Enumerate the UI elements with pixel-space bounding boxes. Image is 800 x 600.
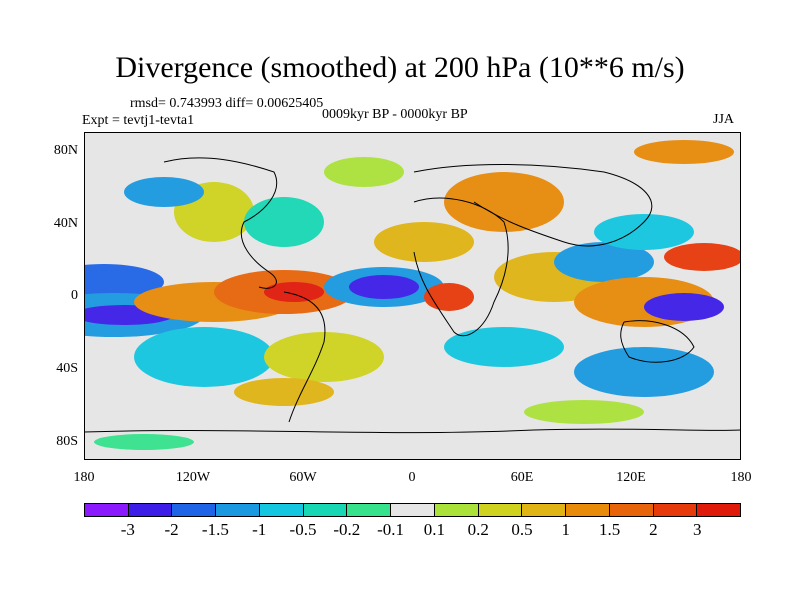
colorbar-label: -1.5 xyxy=(201,520,229,539)
season-text: JJA xyxy=(713,112,735,127)
blob xyxy=(664,243,741,271)
colorbar-label: 0.5 xyxy=(511,520,533,539)
blob xyxy=(594,214,694,250)
period-text: 0009kyr BP - 0000kyr BP xyxy=(322,107,468,122)
lat-label: 80N xyxy=(53,143,78,158)
blob xyxy=(444,172,564,232)
colorbar-label: -2 xyxy=(164,520,179,539)
lat-label: 80S xyxy=(56,434,78,449)
blob xyxy=(264,332,384,382)
colorbar-label: -1 xyxy=(252,520,267,539)
blob xyxy=(349,275,419,299)
blob xyxy=(94,434,194,450)
blob xyxy=(424,283,474,311)
colorbar-swatch xyxy=(566,504,610,516)
blob xyxy=(324,157,404,187)
colorbar-label: 1.5 xyxy=(598,520,621,539)
colorbar-swatch xyxy=(347,504,392,516)
colorbar-swatch xyxy=(128,504,173,516)
colorbar-swatch xyxy=(697,504,741,516)
lon-label: 120W xyxy=(175,470,211,485)
colorbar-label: 1 xyxy=(561,520,571,539)
colorbar-swatch xyxy=(391,504,435,516)
coast-south-america xyxy=(283,291,326,423)
coast-north-america xyxy=(163,157,278,289)
colorbar-label: -3 xyxy=(120,520,135,539)
rmsd-text: rmsd= 0.743993 diff= 0.00625405 xyxy=(130,96,324,111)
lon-label: 60E xyxy=(510,470,534,485)
colorbar-swatch xyxy=(653,504,698,516)
blob xyxy=(244,197,324,247)
blob xyxy=(374,222,474,262)
lon-label: 0 xyxy=(408,470,416,485)
colorbar-label: -0.5 xyxy=(289,520,317,539)
divergence-patches xyxy=(84,140,741,450)
lat-label: 40N xyxy=(53,216,78,231)
coast-eurasia xyxy=(413,164,653,247)
blob xyxy=(524,400,644,424)
colorbar-swatch xyxy=(434,504,479,516)
blob xyxy=(234,378,334,406)
divergence-map xyxy=(84,132,741,460)
experiment-text: Expt = tevtj1-tevta1 xyxy=(82,113,195,128)
map-field xyxy=(84,132,741,460)
lat-label: 40S xyxy=(56,361,78,376)
lon-label: 180 xyxy=(730,470,752,485)
blob xyxy=(134,327,274,387)
colorbar-label: 0.1 xyxy=(423,520,446,539)
blob xyxy=(444,327,564,367)
coast-australia xyxy=(620,320,695,363)
colorbar-swatch xyxy=(522,504,567,516)
lat-label: 0 xyxy=(71,288,78,303)
blob xyxy=(574,347,714,397)
blob xyxy=(644,293,724,321)
colorbar-swatch xyxy=(259,504,304,516)
colorbar-swatch xyxy=(478,504,523,516)
blob xyxy=(554,242,654,282)
colorbar xyxy=(84,503,741,517)
colorbar-label: 3 xyxy=(692,520,702,539)
coast-africa xyxy=(413,197,509,337)
lon-label: 120E xyxy=(616,470,646,485)
blob xyxy=(634,140,734,164)
colorbar-swatch xyxy=(172,504,217,516)
blob xyxy=(84,264,164,300)
colorbar-label: -0.1 xyxy=(377,520,405,539)
colorbar-swatch xyxy=(303,504,348,516)
colorbar-label: 2 xyxy=(649,520,658,539)
lon-label: 180 xyxy=(73,470,95,485)
plot-title: Divergence (smoothed) at 200 hPa (10**6 … xyxy=(115,51,685,84)
colorbar-label: 0.2 xyxy=(467,520,489,539)
colorbar-swatch xyxy=(216,504,260,516)
colorbar-label: -0.2 xyxy=(333,520,361,539)
colorbar-swatch xyxy=(609,504,654,516)
colorbar-swatch xyxy=(85,504,129,516)
coastlines xyxy=(84,157,741,434)
blob xyxy=(264,282,324,302)
coast-antarctica xyxy=(84,428,741,434)
lon-label: 60W xyxy=(289,470,317,485)
blob xyxy=(124,177,204,207)
